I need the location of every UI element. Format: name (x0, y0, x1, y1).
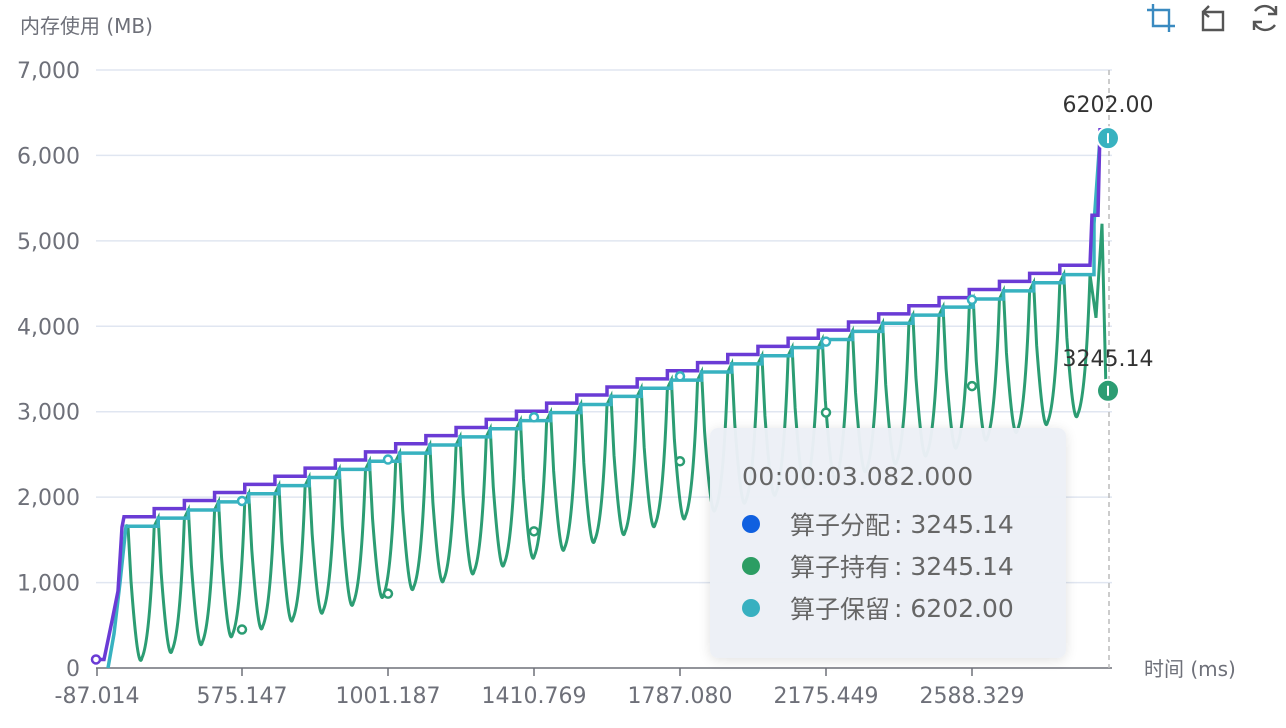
start-marker (90, 654, 102, 665)
tooltip-series-name: 算子保留 (790, 595, 891, 624)
tooltip-value: 6202.00 (910, 593, 1014, 623)
y-tick-label: 6,000 (17, 144, 80, 169)
data-marker (674, 456, 686, 467)
y-tick-label: 3,000 (17, 401, 80, 426)
series-line-held (126, 223, 1108, 662)
y-tick-label: 1,000 (17, 572, 80, 597)
end-value-label: 3245.14 (1063, 347, 1154, 372)
series-lines (90, 128, 1108, 669)
restore-icon[interactable] (1248, 0, 1282, 36)
data-marker (528, 412, 540, 423)
data-marker (966, 380, 978, 392)
series-line-reserved (106, 136, 1108, 669)
tooltip-series-name: 算子分配 (790, 511, 891, 540)
zoom-reset-icon[interactable] (1196, 0, 1230, 36)
x-tick-label: 2175.449 (774, 684, 879, 709)
x-tick-label: 1410.769 (482, 684, 587, 709)
data-marker (236, 624, 248, 635)
data-marker (528, 526, 540, 537)
y-tick-label: 0 (66, 657, 80, 682)
tooltip-value: 3245.14 (910, 509, 1014, 539)
y-tick-label: 5,000 (17, 230, 80, 255)
tooltip-series-name: 算子持有 (790, 553, 891, 582)
data-marker (236, 495, 248, 507)
y-axis-title: 内存使用 (MB) (20, 14, 153, 38)
y-tick-label: 2,000 (17, 486, 80, 511)
x-axis: -87.014 575.147 1001.187 1410.769 1787.080 21… (55, 667, 1112, 709)
data-marker (674, 371, 686, 382)
data-marker (820, 407, 832, 418)
x-tick-label: 1787.080 (628, 684, 733, 709)
x-tick-label: 575.147 (197, 684, 288, 709)
grid-lines (96, 69, 1112, 584)
tooltip-row: 算子保留: 6202.00 (742, 587, 1034, 629)
data-marker (966, 294, 978, 306)
tooltip-row: 算子持有: 3245.14 (742, 545, 1034, 587)
y-tick-label: 4,000 (17, 315, 80, 340)
data-marker (382, 588, 394, 599)
x-tick-label: 2588.329 (920, 684, 1025, 709)
end-markers: 6202.00 3245.14 (1063, 93, 1154, 403)
tooltip: 00:00:03.082.000 算子分配: 3245.14 算子持有: 324… (710, 428, 1066, 658)
tooltip-row: 算子分配: 3245.14 (742, 503, 1034, 545)
y-tick-label: 7,000 (17, 59, 80, 84)
end-value-label: 6202.00 (1063, 93, 1154, 118)
legend-dot (742, 599, 760, 617)
data-marker (382, 454, 394, 465)
tooltip-title: 00:00:03.082.000 (742, 462, 974, 491)
chart-toolbar (1144, 0, 1282, 36)
legend-dot (742, 515, 760, 533)
data-marker (820, 336, 832, 347)
x-tick-label: 1001.187 (336, 684, 441, 709)
x-axis-title: 时间 (ms) (1144, 657, 1236, 681)
zoom-icon[interactable] (1144, 0, 1178, 36)
tooltip-value: 3245.14 (910, 551, 1014, 581)
y-axis: 0 1,000 2,000 3,000 4,000 5,000 6,000 7,000 (17, 59, 80, 682)
x-tick-label: -87.014 (55, 684, 140, 709)
legend-dot (742, 557, 760, 575)
